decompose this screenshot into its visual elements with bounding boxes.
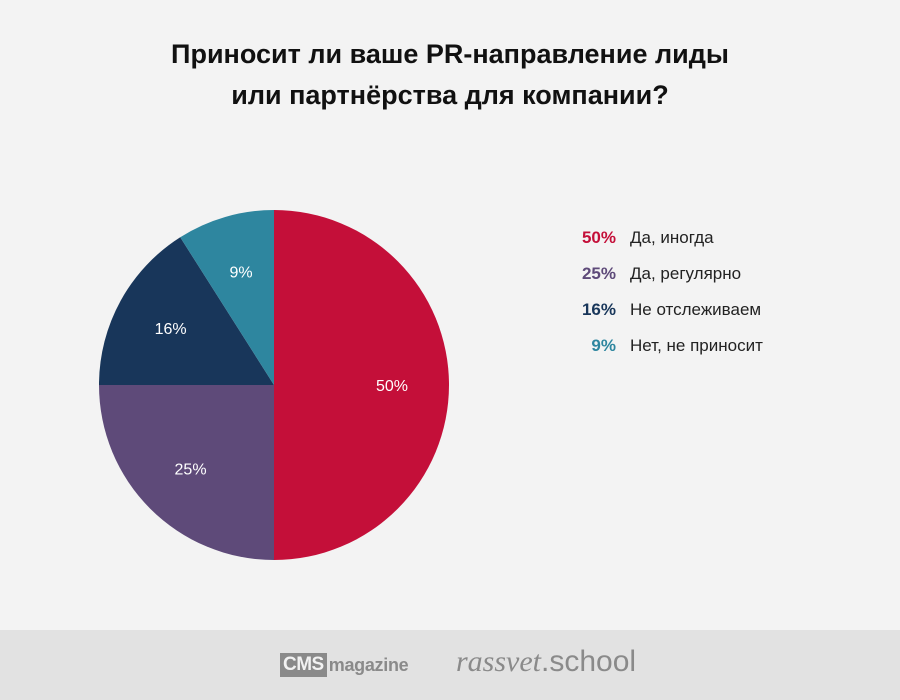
chart-title-line-2: или партнёрства для компании? [231, 80, 669, 110]
pie-slice-1 [274, 210, 449, 560]
chart-title-line-1: Приносит ли ваше PR-направление лиды [171, 39, 729, 69]
cms-logo-box: CMS [280, 653, 327, 677]
rassvet-logo-suffix: .school [541, 645, 637, 678]
cms-magazine-logo: CMS magazine [280, 652, 409, 678]
pie-slice-4 [180, 210, 274, 385]
legend-value-2: 25% [581, 264, 616, 283]
pie-slice-label-4: 9% [230, 265, 253, 282]
legend-item-2: 25% Да, регулярно [560, 260, 880, 296]
legend-item-3: 16% Не отслеживаем [560, 296, 880, 332]
pie-slice-2 [99, 385, 274, 560]
legend-item-1: 50% Да, иногда [560, 224, 880, 260]
legend-value-3: 16% [581, 300, 616, 319]
pie-slice-label-1: 50% [376, 378, 408, 395]
rassvet-school-logo: rassvet.school [456, 644, 636, 680]
footer: CMS magazine rassvet.school [0, 630, 900, 700]
legend-label-4: Нет, не приносит [630, 336, 763, 355]
legend-label-1: Да, иногда [630, 228, 714, 247]
legend-value-4: 9% [591, 336, 616, 355]
pie-slice-label-2: 25% [175, 461, 207, 478]
pie-chart: 50% 25% 16% 9% [99, 210, 449, 560]
legend-value-1: 50% [581, 228, 616, 247]
rassvet-logo-word: rassvet [456, 645, 541, 678]
pie-slice-3 [99, 237, 274, 385]
cms-logo-word: magazine [328, 654, 409, 675]
chart-title: Приносит ли ваше PR-направление лиды или… [0, 34, 900, 116]
legend-item-4: 9% Нет, не приносит [560, 332, 880, 368]
pie-slice-label-3: 16% [155, 321, 187, 338]
legend: 50% Да, иногда 25% Да, регулярно 16% Не отсле… [560, 224, 880, 368]
legend-label-3: Не отслеживаем [630, 300, 762, 319]
legend-label-2: Да, регулярно [630, 264, 742, 283]
